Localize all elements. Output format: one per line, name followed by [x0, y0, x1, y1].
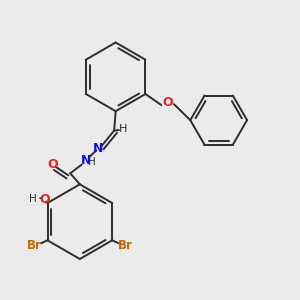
Text: H: H	[88, 157, 96, 167]
Text: O: O	[40, 193, 50, 206]
Text: N: N	[93, 142, 103, 155]
Text: Br: Br	[118, 239, 133, 252]
Text: N: N	[81, 154, 91, 167]
Text: O: O	[163, 96, 173, 109]
Text: H: H	[29, 194, 37, 204]
Text: O: O	[47, 158, 58, 170]
Text: Br: Br	[27, 239, 41, 252]
Text: ·: ·	[38, 192, 42, 206]
Text: H: H	[119, 124, 127, 134]
